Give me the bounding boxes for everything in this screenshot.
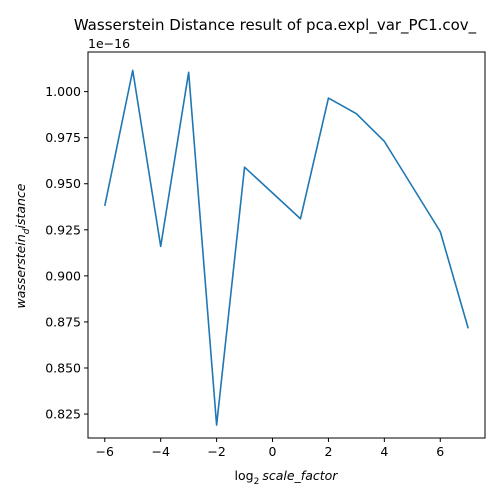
x-tick-label: 4 xyxy=(380,444,388,459)
y-tick-label: 0.900 xyxy=(45,268,81,283)
x-axis-label-subscript: 2 xyxy=(254,477,260,487)
x-axis-label-prefix: log xyxy=(235,468,254,483)
x-axis-label-main: scale_factor xyxy=(262,468,338,483)
y-axis-label: wassersteindistance xyxy=(13,183,32,308)
x-tick-label: −4 xyxy=(151,444,169,459)
y-axis: 0.825 0.850 0.875 0.900 0.925 0.950 0.975 1.000 xyxy=(45,84,88,422)
y-axis-label-tail: istance xyxy=(13,183,28,228)
y-axis-label-main: wasserstein xyxy=(13,234,28,308)
x-tick-label: 2 xyxy=(324,444,332,459)
y-tick-label: 0.875 xyxy=(45,314,81,329)
series-line xyxy=(103,69,469,426)
x-axis-label: log2 scale_factor xyxy=(235,468,339,487)
y-axis-label-subscript: d xyxy=(22,228,32,234)
x-tick-label: −6 xyxy=(96,444,114,459)
x-tick-label: −2 xyxy=(207,444,225,459)
x-tick-label: 0 xyxy=(269,444,277,459)
y-offset-label: 1e−16 xyxy=(88,36,130,51)
y-tick-label: 0.950 xyxy=(45,176,81,191)
y-tick-label: 0.850 xyxy=(45,360,81,375)
x-axis: −6 −4 −2 0 2 4 6 xyxy=(96,438,444,459)
y-tick-label: 0.975 xyxy=(45,130,81,145)
axes-frame xyxy=(87,51,486,439)
y-tick-label: 0.825 xyxy=(45,407,81,422)
plot-area xyxy=(87,51,486,439)
x-tick-label: 6 xyxy=(436,444,444,459)
y-tick-label: 0.925 xyxy=(45,222,81,237)
chart-title: Wasserstein Distance result of pca.expl_… xyxy=(74,16,477,35)
series-layer xyxy=(103,69,469,426)
y-tick-label: 1.000 xyxy=(45,84,81,99)
